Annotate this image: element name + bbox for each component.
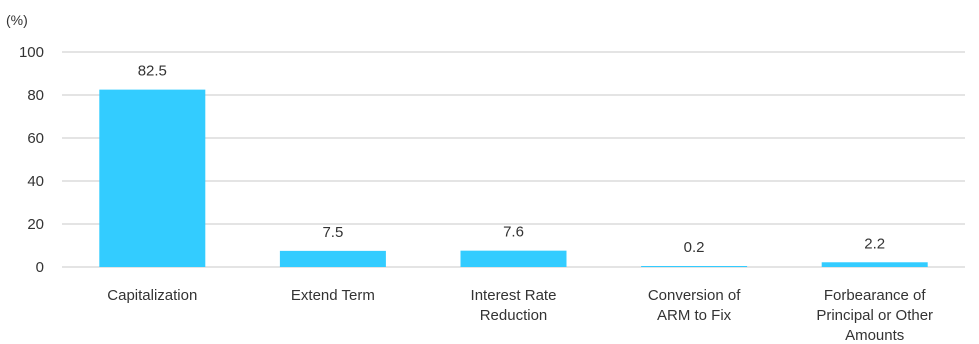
data-label: 7.5	[322, 224, 343, 241]
bar	[460, 250, 567, 267]
category-label: Interest Rate	[471, 287, 557, 304]
data-labels: 82.5 7.5 7.6 0.2 2.2	[138, 63, 885, 256]
data-label: 0.2	[684, 239, 705, 256]
category-labels: Capitalization Extend Term Interest Rate Re…	[107, 287, 933, 344]
y-tick-label: 100	[19, 44, 44, 61]
bar	[641, 266, 748, 267]
data-label: 82.5	[138, 63, 167, 80]
y-tick-label: 40	[27, 173, 44, 190]
category-label: Forbearance of	[824, 287, 927, 304]
category-label: Amounts	[845, 327, 904, 344]
y-tick-label: 0	[36, 259, 44, 276]
category-label: Capitalization	[107, 287, 197, 304]
category-label: Conversion of	[648, 287, 741, 304]
gridlines	[62, 51, 965, 268]
bar	[821, 262, 928, 267]
y-tick-label: 60	[27, 130, 44, 147]
category-label: Extend Term	[291, 287, 375, 304]
y-tick-label: 20	[27, 216, 44, 233]
data-label: 7.6	[503, 224, 524, 241]
y-axis-unit-label: (%)	[6, 12, 28, 28]
bar	[99, 89, 206, 267]
y-axis-ticks: 0 20 40 60 80 100	[19, 44, 44, 276]
bar	[279, 250, 386, 267]
y-tick-label: 80	[27, 87, 44, 104]
category-label: Principal or Other	[816, 307, 933, 324]
category-label: ARM to Fix	[657, 307, 732, 324]
data-label: 2.2	[864, 235, 885, 252]
bars	[99, 89, 928, 267]
category-label: Reduction	[480, 307, 548, 324]
